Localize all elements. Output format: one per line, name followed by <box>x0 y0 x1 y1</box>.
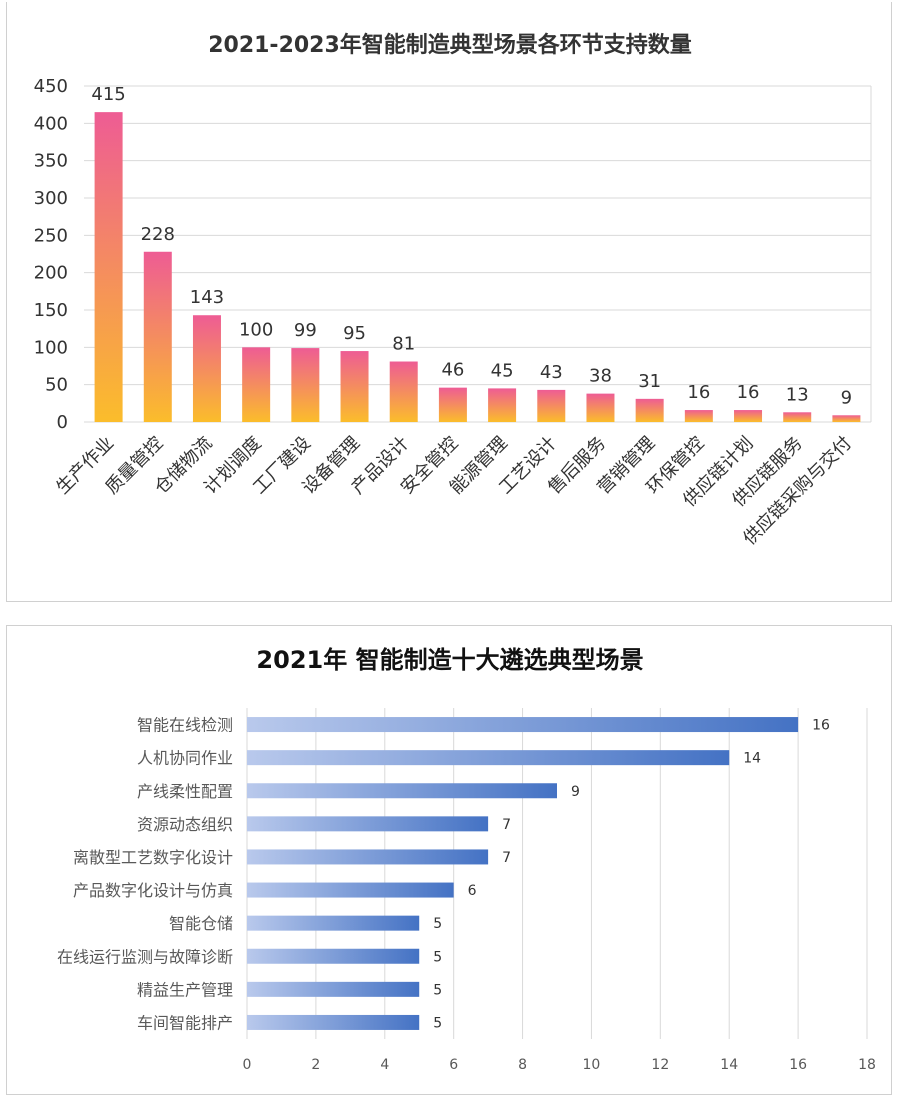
data-label: 43 <box>540 362 563 383</box>
data-label: 415 <box>91 84 125 105</box>
x-tick-label: 16 <box>789 1057 807 1073</box>
bar <box>586 393 615 422</box>
bar <box>242 347 271 422</box>
bar <box>247 783 557 799</box>
category-label: 智能仓储 <box>169 914 233 933</box>
y-tick-label: 300 <box>34 188 68 209</box>
bar <box>291 348 320 422</box>
y-tick-label: 200 <box>34 263 68 284</box>
data-label: 143 <box>190 287 224 308</box>
category-label: 车间智能排产 <box>137 1013 233 1032</box>
x-tick-label: 12 <box>651 1057 669 1073</box>
chart2-title: 2021年 智能制造十大遴选典型场景 <box>256 646 643 674</box>
y-tick-label: 0 <box>57 412 68 433</box>
x-tick-label: 8 <box>518 1057 527 1073</box>
data-label: 9 <box>841 387 852 408</box>
segment-support-chart: 2021-2023年智能制造典型场景各环节支持数量 0 50 100 150 200 25… <box>34 32 872 549</box>
bar <box>192 315 221 422</box>
y-tick-label: 450 <box>34 76 68 97</box>
category-label: 在线运行监测与故障诊断 <box>57 947 233 966</box>
bar <box>389 361 418 422</box>
bar <box>438 387 467 422</box>
data-label: 16 <box>737 382 760 403</box>
data-label: 5 <box>433 1015 442 1031</box>
category-label: 产品数字化设计与仿真 <box>73 881 233 900</box>
data-label: 228 <box>141 224 175 245</box>
category-label: 资源动态组织 <box>137 815 233 834</box>
bar <box>94 112 123 422</box>
data-label: 6 <box>468 883 477 899</box>
bar <box>537 389 566 422</box>
x-tick-label: 0 <box>243 1057 252 1073</box>
bar <box>783 412 812 422</box>
bar <box>143 251 172 422</box>
bar <box>340 351 369 422</box>
data-label: 7 <box>502 850 511 866</box>
bar <box>247 750 730 766</box>
bar <box>247 915 420 931</box>
data-label: 46 <box>441 360 464 381</box>
x-tick-label: 2 <box>311 1057 320 1073</box>
data-label: 7 <box>502 817 511 833</box>
bar <box>247 1014 420 1030</box>
bar <box>247 717 799 733</box>
data-label: 13 <box>786 384 809 405</box>
bar <box>734 410 763 422</box>
top-scenarios-chart: 2021年 智能制造十大遴选典型场景 0 2 4 6 8 10 12 14 16 18 16 14 9… <box>57 646 876 1073</box>
x-tick-label: 4 <box>380 1057 389 1073</box>
data-label: 45 <box>491 360 514 381</box>
category-label: 离散型工艺数字化设计 <box>73 848 233 867</box>
data-label: 100 <box>239 319 273 340</box>
x-tick-label: 6 <box>449 1057 458 1073</box>
bar <box>247 981 420 997</box>
bar <box>247 849 489 865</box>
bar <box>247 816 489 832</box>
chart-panel-segments: 2021-2023年智能制造典型场景各环节支持数量 0 50 100 150 200 25… <box>6 2 892 602</box>
chart-panel-top-scenarios: 2021年 智能制造十大遴选典型场景 0 2 4 6 8 10 12 14 16 18 16 14 9… <box>6 625 892 1095</box>
data-label: 81 <box>392 334 415 355</box>
y-tick-label: 100 <box>34 337 68 358</box>
bar <box>247 882 454 898</box>
y-tick-label: 400 <box>34 113 68 134</box>
chart1-title: 2021-2023年智能制造典型场景各环节支持数量 <box>208 32 692 58</box>
data-label: 38 <box>589 366 612 387</box>
data-label: 14 <box>743 751 761 767</box>
x-tick-label: 10 <box>583 1057 601 1073</box>
data-label: 95 <box>343 323 366 344</box>
bar <box>832 415 861 422</box>
data-label: 99 <box>294 320 317 341</box>
category-label: 产线柔性配置 <box>137 782 233 801</box>
data-label: 31 <box>638 371 661 392</box>
data-label: 5 <box>433 949 442 965</box>
x-tick-label: 14 <box>720 1057 738 1073</box>
x-tick-label: 18 <box>858 1057 876 1073</box>
data-label: 9 <box>571 784 580 800</box>
data-label: 5 <box>433 916 442 932</box>
y-tick-label: 150 <box>34 300 68 321</box>
bar <box>635 398 664 422</box>
data-label: 5 <box>433 982 442 998</box>
data-label: 16 <box>812 718 830 734</box>
category-label: 智能在线检测 <box>137 716 233 735</box>
bar <box>488 388 517 422</box>
data-label: 16 <box>687 382 710 403</box>
y-tick-label: 250 <box>34 225 68 246</box>
category-label: 精益生产管理 <box>137 980 233 999</box>
bar <box>684 410 713 422</box>
category-label: 人机协同作业 <box>137 749 233 768</box>
bar <box>247 948 420 964</box>
y-tick-label: 50 <box>45 375 68 396</box>
y-tick-label: 350 <box>34 151 68 172</box>
